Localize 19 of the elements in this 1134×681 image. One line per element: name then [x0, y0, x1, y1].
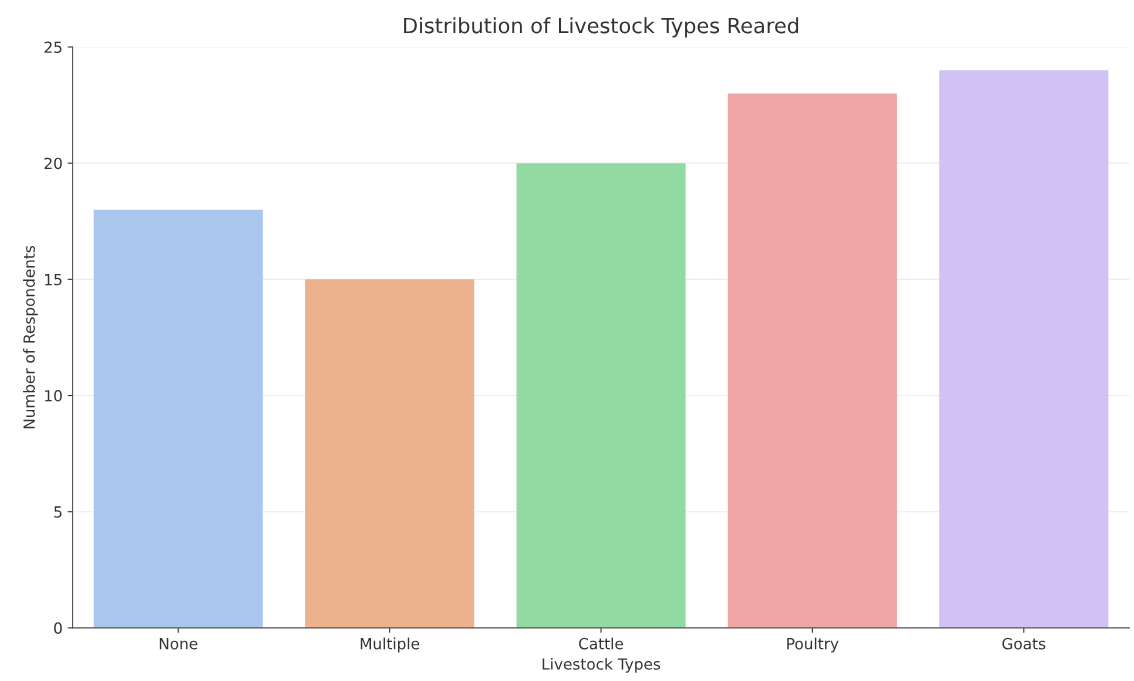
bar	[939, 70, 1109, 628]
bar	[727, 93, 897, 628]
x-tick-label: Cattle	[579, 637, 624, 650]
y-tick-label: 5	[54, 506, 62, 518]
x-tick-label: None	[159, 638, 198, 650]
y-tick-label: 10	[45, 389, 62, 402]
y-tick-label: 15	[45, 274, 62, 286]
x-tick-label: Multiple	[360, 637, 420, 653]
x-tick-label: Poultry	[787, 637, 839, 653]
y-tick-label: 20	[44, 157, 62, 170]
x-axis-title: Livestock Types	[542, 657, 661, 673]
y-tick-label: 25	[44, 41, 62, 54]
chart-title: Distribution of Livestock Types Reared	[404, 17, 799, 38]
bar	[305, 279, 475, 628]
x-tick-label: Goats	[1002, 637, 1046, 650]
y-tick-label: 0	[54, 622, 62, 634]
bar	[93, 209, 263, 628]
bar	[516, 163, 686, 628]
y-axis-title: Number of Respondents	[23, 245, 38, 429]
